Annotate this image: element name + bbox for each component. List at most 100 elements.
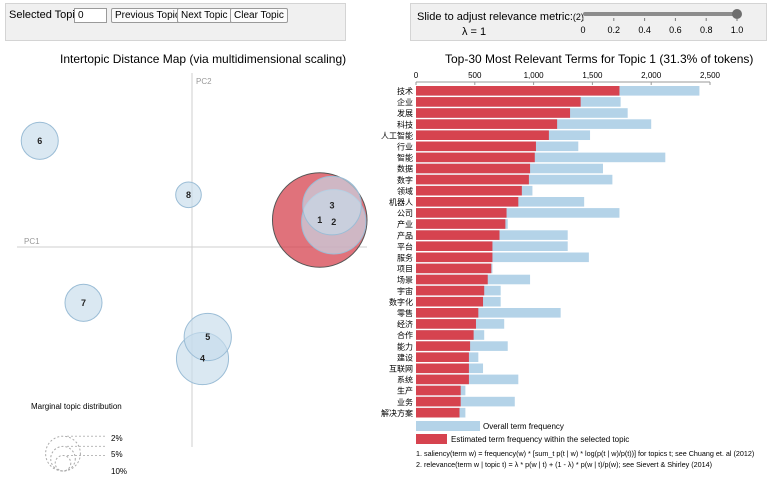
topic-circle-8[interactable] bbox=[175, 181, 202, 209]
bar-selected-16[interactable] bbox=[416, 252, 493, 263]
term-label-16[interactable]: 服务 bbox=[397, 253, 413, 263]
pc1-axis-label: PC1 bbox=[24, 237, 40, 246]
term-label-3[interactable]: 发展 bbox=[397, 108, 413, 118]
bar-selected-7[interactable] bbox=[416, 152, 535, 163]
bar-selected-23[interactable] bbox=[416, 330, 474, 340]
bar-selected-21[interactable] bbox=[416, 308, 479, 318]
term-label-20[interactable]: 数字化 bbox=[389, 297, 413, 307]
topic-label-3[interactable]: 3 bbox=[329, 201, 334, 211]
bar-overall-12[interactable] bbox=[416, 208, 620, 218]
relevance-slider[interactable]: 0 0.2 0.4 0.6 0.8 1.0 bbox=[411, 4, 768, 42]
slider-tick-label: 0.8 bbox=[700, 25, 713, 35]
bar-x-tick-label: 2,000 bbox=[641, 71, 662, 80]
bar-selected-22[interactable] bbox=[416, 319, 476, 329]
bar-selected-3[interactable] bbox=[416, 108, 571, 118]
bar-overall-29[interactable] bbox=[416, 396, 515, 407]
bar-selected-20[interactable] bbox=[416, 296, 484, 307]
topic-controls: Selected Topic: Previous Topic Next Topi… bbox=[5, 3, 346, 41]
term-label-23[interactable]: 合作 bbox=[397, 330, 413, 340]
term-label-13[interactable]: 产业 bbox=[397, 219, 413, 229]
term-label-15[interactable]: 平台 bbox=[397, 241, 413, 251]
term-label-2[interactable]: 企业 bbox=[397, 97, 413, 107]
bar-selected-19[interactable] bbox=[416, 285, 485, 296]
previous-topic-button[interactable]: Previous Topic bbox=[111, 8, 184, 23]
term-label-26[interactable]: 互联网 bbox=[389, 365, 413, 374]
bar-overall-16[interactable] bbox=[416, 252, 589, 263]
bar-selected-17[interactable] bbox=[416, 263, 492, 274]
term-label-28[interactable]: 生产 bbox=[397, 386, 413, 396]
legend-overall-label: Overall term frequency bbox=[483, 422, 564, 431]
bar-selected-8[interactable] bbox=[416, 163, 531, 174]
clear-topic-button[interactable]: Clear Topic bbox=[230, 8, 288, 23]
bar-selected-11[interactable] bbox=[416, 197, 519, 207]
selected-topic-label: Selected Topic: bbox=[9, 9, 84, 21]
term-label-5[interactable]: 人工智能 bbox=[381, 130, 413, 140]
term-label-4[interactable]: 科技 bbox=[397, 119, 413, 129]
bar-selected-25[interactable] bbox=[416, 352, 469, 362]
bar-selected-12[interactable] bbox=[416, 208, 507, 218]
bar-selected-10[interactable] bbox=[416, 185, 522, 196]
term-label-25[interactable]: 建设 bbox=[397, 352, 413, 362]
slider-track[interactable] bbox=[583, 12, 737, 16]
topic-circle-7[interactable] bbox=[64, 283, 103, 322]
term-label-1[interactable]: 技术 bbox=[397, 86, 413, 96]
topic-label-1[interactable]: 1 bbox=[317, 215, 322, 225]
bar-overall-7[interactable] bbox=[416, 152, 666, 163]
bar-x-tick-label: 1,500 bbox=[582, 71, 603, 80]
term-label-10[interactable]: 领域 bbox=[397, 186, 413, 196]
bar-selected-13[interactable] bbox=[416, 219, 506, 229]
legend-circle-2 bbox=[54, 454, 72, 472]
bar-selected-2[interactable] bbox=[416, 97, 581, 107]
slider-thumb[interactable] bbox=[732, 9, 742, 19]
term-label-21[interactable]: 零售 bbox=[397, 308, 413, 318]
topic-label-8[interactable]: 8 bbox=[186, 190, 191, 200]
next-topic-button[interactable]: Next Topic bbox=[177, 8, 232, 23]
bar-selected-6[interactable] bbox=[416, 141, 536, 152]
bar-selected-18[interactable] bbox=[416, 274, 488, 285]
term-label-27[interactable]: 系统 bbox=[397, 375, 413, 385]
term-label-29[interactable]: 业务 bbox=[397, 397, 413, 407]
term-label-17[interactable]: 项目 bbox=[397, 265, 413, 274]
topic-label-2[interactable]: 2 bbox=[331, 217, 336, 227]
term-label-18[interactable]: 场景 bbox=[397, 276, 413, 285]
bar-selected-5[interactable] bbox=[416, 130, 549, 140]
topic-circle-6[interactable] bbox=[20, 121, 59, 160]
topic-label-7[interactable]: 7 bbox=[81, 298, 86, 308]
topic-circle-3[interactable] bbox=[302, 175, 362, 236]
term-label-7[interactable]: 智能 bbox=[397, 153, 413, 163]
term-label-30[interactable]: 解决方案 bbox=[381, 408, 413, 418]
term-label-12[interactable]: 公司 bbox=[397, 209, 413, 218]
bar-overall-21[interactable] bbox=[416, 308, 561, 318]
term-label-24[interactable]: 能力 bbox=[397, 341, 413, 351]
term-label-9[interactable]: 数字 bbox=[397, 175, 413, 185]
term-label-6[interactable]: 行业 bbox=[397, 142, 413, 152]
intertopic-map-title: Intertopic Distance Map (via multidimens… bbox=[60, 52, 347, 66]
term-label-11[interactable]: 机器人 bbox=[389, 197, 413, 207]
bar-x-tick-label: 0 bbox=[414, 71, 419, 80]
bar-selected-14[interactable] bbox=[416, 230, 500, 240]
topic-label-6[interactable]: 6 bbox=[37, 136, 42, 146]
footnote-relevance: 2. relevance(term w | topic t) = λ * p(w… bbox=[416, 460, 712, 469]
bar-selected-4[interactable] bbox=[416, 119, 558, 129]
term-label-8[interactable]: 数据 bbox=[397, 164, 413, 174]
term-label-19[interactable]: 宇宙 bbox=[397, 286, 413, 296]
bar-selected-26[interactable] bbox=[416, 363, 469, 374]
selected-topic-input[interactable] bbox=[74, 8, 107, 23]
bar-selected-28[interactable] bbox=[416, 385, 461, 396]
bar-selected-29[interactable] bbox=[416, 396, 461, 407]
intertopic-distance-map: PC1 PC2 1 2 3 4 5 6 7 8 Marginal topic distribut… bbox=[17, 73, 368, 476]
topic-label-4[interactable]: 4 bbox=[200, 354, 205, 364]
bar-selected-9[interactable] bbox=[416, 174, 529, 185]
bar-x-tick-label: 2,500 bbox=[700, 71, 721, 80]
legend-circle-10 bbox=[45, 435, 81, 472]
bar-selected-24[interactable] bbox=[416, 341, 471, 351]
bar-selected-27[interactable] bbox=[416, 374, 469, 385]
bar-selected-30[interactable] bbox=[416, 407, 460, 418]
topic-circle-5[interactable] bbox=[183, 312, 232, 362]
bar-selected-1[interactable] bbox=[416, 86, 620, 96]
topic-label-5[interactable]: 5 bbox=[205, 332, 210, 342]
term-label-22[interactable]: 经济 bbox=[397, 319, 413, 329]
bar-selected-15[interactable] bbox=[416, 241, 493, 251]
term-label-14[interactable]: 产品 bbox=[397, 230, 413, 240]
slider-tick-label: 1.0 bbox=[731, 25, 744, 35]
